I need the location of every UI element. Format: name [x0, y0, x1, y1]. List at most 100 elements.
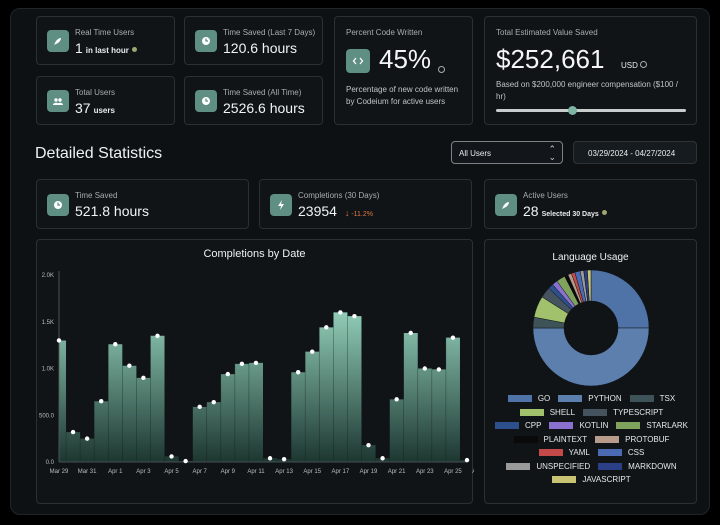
legend-row: GO PYTHON TSX: [485, 394, 698, 403]
data-point[interactable]: [281, 456, 287, 462]
active-users-card: Active Users 28 Selected 30 Days: [484, 179, 697, 229]
y-tick-label: 1.5K: [42, 320, 54, 326]
legend-row: SHELL TYPESCRIPT: [485, 408, 698, 417]
user-select[interactable]: All Users ⌃ ⌄: [451, 141, 563, 164]
x-tick-label: Apr 27: [472, 469, 474, 475]
slice-javascript[interactable]: [587, 269, 592, 302]
data-point[interactable]: [155, 333, 160, 338]
percent-code-label: Percent Code Written: [346, 28, 423, 37]
data-point[interactable]: [141, 375, 146, 381]
legend-item[interactable]: PROTOBUF: [595, 435, 669, 444]
data-point[interactable]: [352, 313, 357, 319]
value-saved-currency: USD: [621, 61, 647, 70]
completions-chart-title: Completions by Date: [203, 248, 306, 260]
x-tick-label: Apr 11: [247, 469, 265, 475]
data-point[interactable]: [436, 367, 442, 372]
legend-swatch: [558, 395, 583, 402]
legend-swatch: [597, 449, 622, 456]
realtime-users-value: 1 in last hour: [75, 40, 137, 56]
data-point[interactable]: [408, 330, 413, 336]
data-point[interactable]: [366, 442, 371, 448]
legend-item[interactable]: GO: [507, 394, 550, 403]
data-point[interactable]: [310, 349, 315, 354]
y-tick-label: 500.0: [39, 413, 55, 419]
legend-item[interactable]: MARKDOWN: [598, 462, 677, 471]
legend-item[interactable]: TYPESCRIPT: [583, 408, 663, 417]
slice-python[interactable]: [532, 327, 650, 387]
completions-chart-card: Completions by Date 2.0K 1.5K 1.0K 500.0 0.0…: [36, 239, 474, 504]
data-point[interactable]: [169, 454, 174, 459]
time-saved-all-label: Time Saved (All Time): [223, 88, 302, 97]
legend-row: CPP KOTLIN STARLARK: [485, 421, 698, 430]
legend-swatch: [513, 435, 538, 443]
time-saved-card: Time Saved 521.8 hours: [36, 179, 249, 229]
legend-swatch: [616, 422, 641, 429]
data-point[interactable]: [422, 366, 427, 371]
legend-label: PLAINTEXT: [543, 434, 588, 444]
legend-item[interactable]: JAVASCRIPT: [552, 475, 631, 484]
legend-label: SHELL: [549, 407, 576, 417]
language-chart-title: Language Usage: [552, 252, 629, 263]
legend-label: STARLARK: [646, 421, 688, 430]
data-point[interactable]: [99, 399, 104, 404]
data-point[interactable]: [267, 456, 273, 461]
legend-row: YAML CSS: [485, 448, 698, 457]
legend-swatch: [549, 422, 574, 429]
language-chart-card: Language Usage GO PYTHON TSX SHELL TYPESCRIP…: [484, 239, 697, 504]
language-donut-chart: [532, 269, 650, 387]
legend-item[interactable]: PLAINTEXT: [513, 434, 588, 444]
data-point[interactable]: [324, 325, 329, 330]
data-point[interactable]: [464, 457, 470, 463]
status-dot: [131, 47, 137, 52]
legend-item[interactable]: CSS: [597, 448, 644, 457]
y-tick-label: 2.0K: [42, 273, 54, 279]
data-point[interactable]: [225, 371, 231, 377]
legend-swatch: [495, 422, 519, 429]
legend-item[interactable]: CPP: [495, 421, 541, 430]
data-point[interactable]: [394, 397, 399, 402]
legend-item[interactable]: UNSPECIFIED: [506, 462, 590, 471]
realtime-users-unit: in last hour: [85, 46, 129, 55]
active-users-unit: Selected 30 Days: [541, 211, 599, 218]
time-saved-all-value: 2526.6 hours: [223, 100, 305, 116]
legend-item[interactable]: KOTLIN: [549, 421, 608, 430]
data-point[interactable]: [127, 363, 132, 368]
date-range-value: 03/29/2024 - 04/27/2024: [588, 149, 676, 158]
data-point[interactable]: [380, 456, 385, 461]
total-users-unit: users: [93, 106, 115, 115]
data-point[interactable]: [338, 310, 343, 315]
info-icon: [438, 66, 445, 73]
legend-item[interactable]: PYTHON: [558, 394, 622, 403]
y-tick-label: 0.0: [46, 460, 55, 466]
total-users-value: 37 users: [75, 100, 115, 116]
compensation-slider[interactable]: [496, 106, 686, 115]
legend-label: KOTLIN: [579, 421, 609, 430]
x-tick-label: Apr 17: [332, 469, 350, 475]
data-point[interactable]: [56, 338, 62, 343]
total-users-label: Total Users: [75, 88, 116, 97]
legend-item[interactable]: YAML: [538, 448, 590, 457]
legend-item[interactable]: TSX: [629, 394, 675, 403]
data-point[interactable]: [197, 404, 202, 410]
legend-item[interactable]: STARLARK: [616, 421, 688, 430]
x-tick-label: Apr 25: [444, 469, 462, 475]
x-tick-label: Mar 29: [50, 469, 69, 475]
data-point[interactable]: [183, 458, 188, 464]
data-point[interactable]: [450, 335, 456, 340]
data-point[interactable]: [211, 399, 216, 405]
legend-item[interactable]: SHELL: [519, 407, 576, 417]
data-point[interactable]: [113, 341, 118, 347]
data-point[interactable]: [295, 370, 301, 375]
data-point[interactable]: [239, 361, 245, 367]
slice-go[interactable]: [590, 269, 650, 329]
data-point[interactable]: [70, 429, 76, 435]
clock-icon: [195, 30, 217, 52]
x-tick-label: Apr 1: [108, 469, 123, 475]
legend-swatch: [507, 395, 532, 402]
slider-handle[interactable]: [568, 106, 577, 115]
date-range-picker[interactable]: 03/29/2024 - 04/27/2024: [573, 141, 697, 164]
total-users-card: Total Users 37 users: [36, 76, 175, 125]
data-point[interactable]: [84, 436, 90, 441]
data-point[interactable]: [253, 360, 259, 366]
value-saved-label: Total Estimated Value Saved: [496, 28, 598, 37]
